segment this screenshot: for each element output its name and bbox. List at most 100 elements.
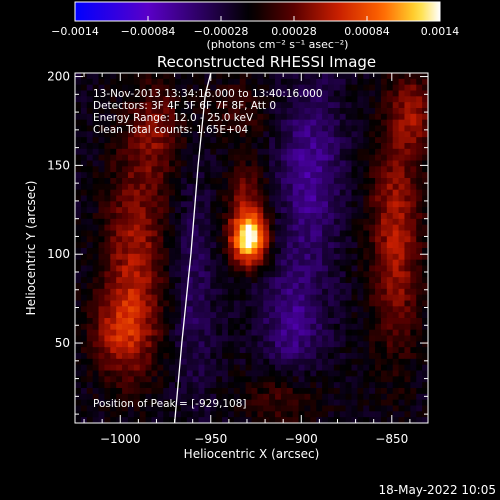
heatmap-cell bbox=[380, 230, 388, 237]
heatmap-cell bbox=[133, 242, 141, 249]
heatmap-cell bbox=[327, 78, 335, 86]
heatmap-cell bbox=[304, 399, 311, 407]
heatmap-cell bbox=[157, 382, 164, 389]
heatmap-cell bbox=[216, 329, 223, 337]
heatmap-cell bbox=[245, 195, 253, 202]
heatmap-cell bbox=[351, 131, 358, 138]
heatmap-cell bbox=[98, 411, 106, 418]
heatmap-cell bbox=[92, 207, 100, 214]
heatmap-cell bbox=[292, 253, 300, 261]
heatmap-cell bbox=[369, 119, 376, 127]
heatmap-cell bbox=[169, 335, 176, 342]
heatmap-cell bbox=[263, 341, 270, 348]
heatmap-cell bbox=[192, 119, 200, 127]
heatmap-cell bbox=[139, 417, 147, 423]
heatmap-cell bbox=[157, 323, 164, 331]
heatmap-cell bbox=[75, 370, 82, 377]
heatmap-cell bbox=[422, 265, 428, 272]
heatmap-cell bbox=[192, 213, 200, 220]
heatmap-cell bbox=[98, 300, 106, 307]
heatmap-cell bbox=[104, 113, 111, 121]
heatmap-cell bbox=[210, 277, 217, 284]
heatmap-cell bbox=[210, 306, 217, 313]
heatmap-cell bbox=[116, 288, 123, 296]
heatmap-cell bbox=[127, 417, 135, 423]
heatmap-cell bbox=[257, 253, 264, 261]
heatmap-cell bbox=[251, 335, 258, 342]
heatmap-cell bbox=[392, 137, 400, 144]
heatmap-cell bbox=[257, 393, 264, 401]
heatmap-cell bbox=[198, 300, 206, 307]
heatmap-cell bbox=[310, 405, 317, 412]
heatmap-cell bbox=[398, 96, 406, 103]
heatmap-cell bbox=[227, 341, 235, 348]
heatmap-cell bbox=[186, 376, 194, 383]
heatmap-cell bbox=[192, 125, 200, 132]
heatmap-cell bbox=[298, 201, 306, 208]
heatmap-cell bbox=[139, 399, 147, 407]
heatmap-cell bbox=[263, 335, 270, 342]
heatmap-cell bbox=[292, 148, 300, 156]
heatmap-cell bbox=[292, 143, 300, 150]
heatmap-cell bbox=[204, 271, 211, 278]
heatmap-cell bbox=[339, 417, 347, 423]
heatmap-cell bbox=[410, 393, 417, 401]
heatmap-cell bbox=[322, 335, 329, 342]
heatmap-cell bbox=[204, 166, 211, 173]
heatmap-cell bbox=[245, 143, 253, 150]
heatmap-cell bbox=[280, 382, 288, 389]
heatmap-cell bbox=[392, 113, 400, 121]
heatmap-cell bbox=[180, 230, 188, 237]
heatmap-cell bbox=[127, 137, 135, 144]
heatmap-cell bbox=[316, 143, 323, 150]
heatmap-cell bbox=[280, 108, 288, 115]
heatmap-cell bbox=[263, 189, 270, 197]
heatmap-cell bbox=[286, 242, 294, 249]
heatmap-cell bbox=[157, 96, 164, 103]
heatmap-cell bbox=[286, 248, 294, 255]
heatmap-cell bbox=[180, 364, 188, 372]
heatmap-cell bbox=[422, 102, 428, 109]
heatmap-cell bbox=[263, 131, 270, 138]
heatmap-cell bbox=[133, 113, 141, 121]
heatmap-cell bbox=[322, 248, 329, 255]
heatmap-cell bbox=[286, 376, 294, 383]
heatmap-cell bbox=[410, 230, 417, 237]
heatmap-cell bbox=[157, 84, 164, 92]
heatmap-cell bbox=[251, 259, 258, 267]
heatmap-cell bbox=[239, 178, 247, 185]
heatmap-cell bbox=[380, 172, 388, 179]
heatmap-cell bbox=[245, 119, 253, 127]
heatmap-cell bbox=[257, 96, 264, 103]
heatmap-cell bbox=[122, 265, 129, 272]
heatmap-cell bbox=[333, 382, 341, 389]
heatmap-cell bbox=[116, 102, 123, 109]
y-tick-label: 200 bbox=[47, 70, 70, 84]
heatmap-cell bbox=[410, 137, 417, 144]
heatmap-cell bbox=[327, 312, 335, 319]
heatmap-cell bbox=[110, 364, 117, 372]
heatmap-cell bbox=[116, 364, 123, 372]
heatmap-cell bbox=[180, 382, 188, 389]
heatmap-cell bbox=[204, 230, 211, 237]
heatmap-cell bbox=[104, 353, 111, 360]
heatmap-cell bbox=[157, 405, 164, 412]
heatmap-cell bbox=[386, 265, 394, 272]
heatmap-cell bbox=[127, 405, 135, 412]
heatmap-cell bbox=[92, 84, 100, 92]
heatmap-cell bbox=[245, 213, 253, 220]
heatmap-cell bbox=[210, 148, 217, 156]
heatmap-cell bbox=[139, 224, 147, 232]
heatmap-cell bbox=[86, 78, 94, 86]
heatmap-cell bbox=[222, 154, 229, 162]
heatmap-cell bbox=[380, 300, 388, 307]
heatmap-cell bbox=[363, 195, 370, 202]
heatmap-cell bbox=[204, 283, 211, 290]
heatmap-cell bbox=[339, 183, 347, 191]
heatmap-cell bbox=[116, 96, 123, 103]
heatmap-cell bbox=[398, 113, 406, 121]
heatmap-cell bbox=[298, 102, 306, 109]
heatmap-cell bbox=[180, 300, 188, 307]
heatmap-cell bbox=[280, 358, 288, 366]
heatmap-cell bbox=[375, 78, 382, 86]
